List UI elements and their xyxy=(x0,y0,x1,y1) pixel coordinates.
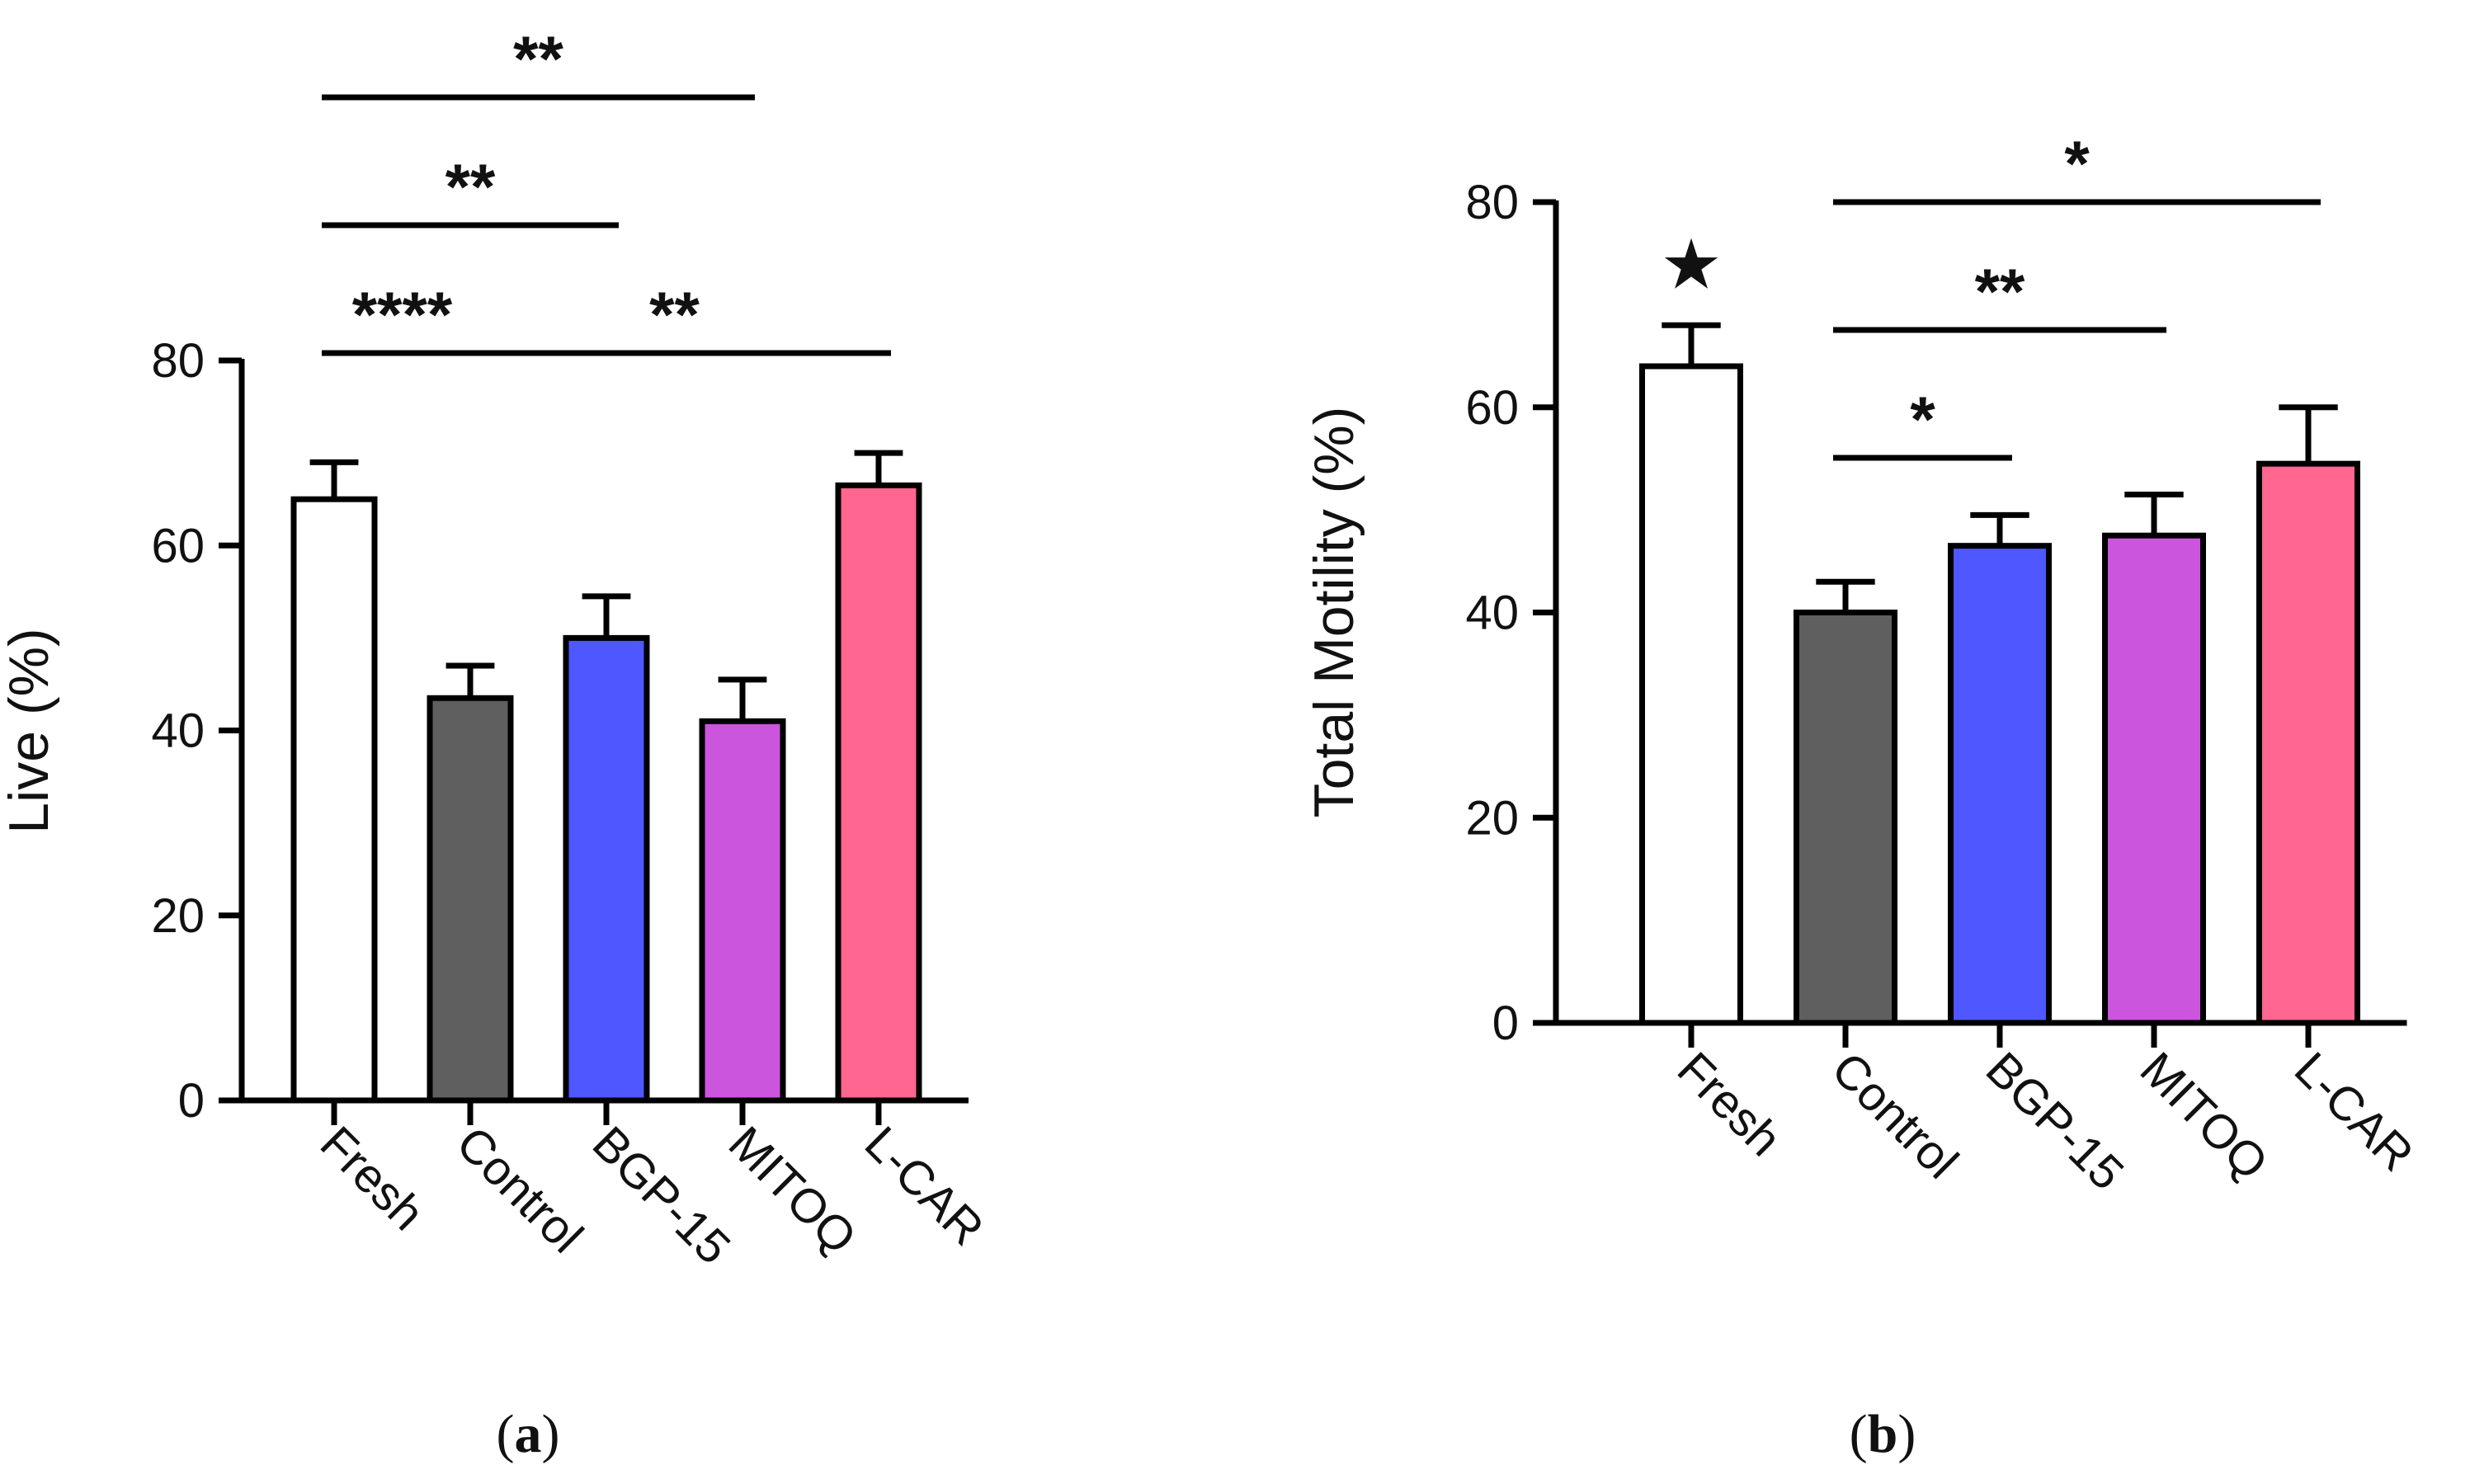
significance-label: * xyxy=(1910,383,1935,455)
star-annotation: ★ xyxy=(1660,225,1722,303)
y-tick-label: 80 xyxy=(1465,176,1519,229)
significance-label: ** xyxy=(445,150,496,223)
y-tick-label: 40 xyxy=(151,704,205,758)
panel-label: (a) xyxy=(497,1404,560,1464)
category-label: L-CAR xyxy=(2284,1042,2424,1181)
category-label: MITOQ xyxy=(2130,1042,2279,1190)
significance-label: **** xyxy=(352,278,453,351)
bar-bgp-15 xyxy=(1948,543,2052,1026)
y-tick-label: 20 xyxy=(1465,791,1519,845)
panel-label-letter: b xyxy=(1868,1404,1898,1464)
significance-label: * xyxy=(2064,127,2090,200)
bar-fresh xyxy=(290,496,378,1104)
bar-l-car xyxy=(835,482,922,1104)
bar-mitoq xyxy=(699,718,786,1104)
y-tick-label: 0 xyxy=(178,1074,205,1128)
y-tick-label: 60 xyxy=(151,519,205,572)
category-label: BGP-15 xyxy=(582,1116,741,1274)
panel-label-letter: a xyxy=(515,1404,542,1464)
panel-label-open: ( xyxy=(497,1404,515,1464)
significance-label: ** xyxy=(649,278,700,351)
panel-b-chart: 0 20 40 60 80 Total Motility (%) Fresh Control B… xyxy=(1303,127,2424,1464)
bar-control xyxy=(427,695,514,1104)
panel-label: (b) xyxy=(1850,1404,1916,1464)
y-tick-label: 80 xyxy=(151,334,205,388)
bar-l-car xyxy=(2256,460,2360,1026)
category-label: BGP-15 xyxy=(1976,1042,2134,1200)
bar-control xyxy=(1794,610,1897,1026)
y-tick-label: 0 xyxy=(1492,996,1519,1050)
y-tick-label: 60 xyxy=(1465,381,1519,435)
bar-mitoq xyxy=(2102,532,2206,1026)
bar-fresh xyxy=(1639,363,1743,1026)
category-label: MITOQ xyxy=(719,1116,867,1265)
category-label: Control xyxy=(446,1116,593,1263)
significance-label: ** xyxy=(513,22,563,95)
y-tick-label: 40 xyxy=(1465,587,1519,640)
y-tick-label: 20 xyxy=(151,889,205,943)
panel-label-open: ( xyxy=(1850,1404,1868,1464)
y-axis-title: Total Motility (%) xyxy=(1303,407,1365,818)
category-label: Fresh xyxy=(310,1116,435,1241)
bar-bgp-15 xyxy=(563,634,650,1104)
panel-a-chart: 0 20 40 60 80 Live (%) Fresh ControlBGP-15MITOQ… xyxy=(0,22,994,1464)
panel-label-close: ) xyxy=(1897,1404,1916,1464)
y-axis-title: Live (%) xyxy=(0,628,60,833)
significance-label: ** xyxy=(1975,255,2025,327)
panel-label-close: ) xyxy=(542,1404,560,1464)
category-label: Control xyxy=(1822,1042,1968,1189)
category-label: L-CAR xyxy=(855,1116,994,1256)
category-label: Fresh xyxy=(1667,1042,1792,1166)
